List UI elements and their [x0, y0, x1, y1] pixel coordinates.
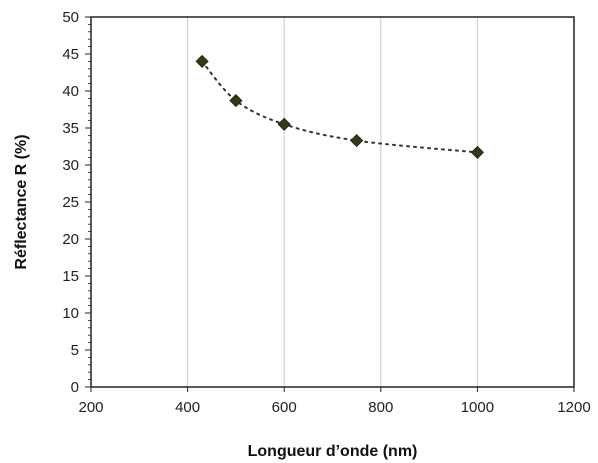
x-axis-title: Longueur d’onde (nm) — [248, 443, 418, 460]
plot-frame — [90, 16, 575, 388]
data-point-marker — [350, 134, 364, 148]
x-tick-label: 1000 — [461, 399, 494, 416]
series-layer — [195, 54, 484, 159]
label-layer: 200 400 600 800 1000 1200 0 5 10 15 20 25 30 35 40 45 50 — [62, 9, 590, 416]
y-tick-label: 0 — [71, 379, 79, 396]
y-tick-label: 45 — [62, 46, 79, 63]
y-tick-label: 25 — [62, 194, 79, 211]
y-axis-title: Réflectance R (%) — [13, 134, 30, 269]
x-tick-label: 800 — [368, 399, 393, 416]
y-tick-label: 30 — [62, 157, 79, 174]
series-trendline — [201, 60, 479, 154]
data-point-marker — [195, 54, 209, 68]
x-tick-label: 400 — [175, 399, 200, 416]
data-point-marker — [470, 145, 484, 159]
data-point-marker — [277, 117, 291, 131]
tick-layer — [85, 16, 575, 392]
y-tick-label: 50 — [62, 9, 79, 26]
data-point-marker — [229, 94, 243, 108]
x-tick-label: 1200 — [557, 399, 590, 416]
y-tick-label: 15 — [62, 268, 79, 285]
y-tick-label: 35 — [62, 120, 79, 137]
x-tick-label: 200 — [78, 399, 103, 416]
y-tick-label: 10 — [62, 305, 79, 322]
y-tick-label: 5 — [71, 342, 79, 359]
y-tick-label: 20 — [62, 231, 79, 248]
y-tick-label: 40 — [62, 83, 79, 100]
grid-layer — [187, 17, 478, 387]
x-tick-label: 600 — [272, 399, 297, 416]
